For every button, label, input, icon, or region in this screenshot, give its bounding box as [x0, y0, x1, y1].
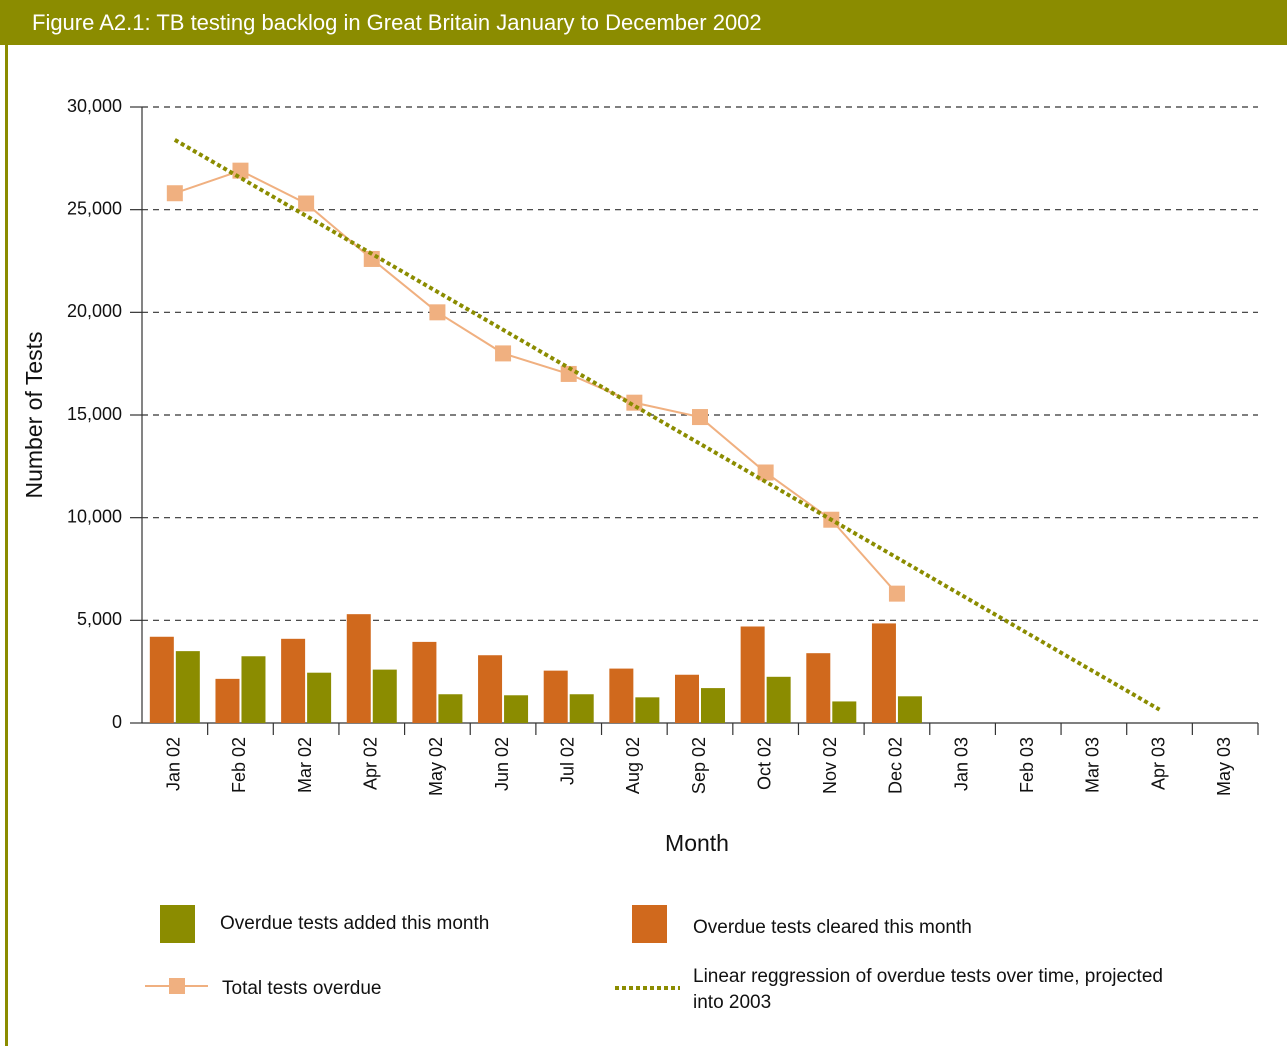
y-tick-label: 10,000	[67, 506, 122, 526]
x-tick-label: May 02	[426, 737, 446, 796]
line	[174, 169, 898, 595]
y-tick-label: 30,000	[67, 96, 122, 116]
line	[173, 138, 1161, 712]
chart-title: Figure A2.1: TB testing backlog in Great…	[32, 10, 762, 35]
x-tick-label: Aug 02	[623, 737, 643, 794]
bar	[149, 636, 174, 723]
y-tick-label: 20,000	[67, 301, 122, 321]
bar	[806, 653, 831, 723]
bar	[635, 697, 660, 723]
bar	[701, 688, 725, 723]
left-border	[5, 45, 8, 1046]
y-axis-label: Number of Tests	[21, 331, 47, 498]
x-tick-label: May 03	[1214, 737, 1234, 796]
x-tick-label: Mar 03	[1083, 737, 1103, 793]
marker	[298, 195, 315, 212]
bar	[241, 656, 266, 723]
y-tick-label: 5,000	[77, 609, 122, 629]
bar	[372, 669, 397, 723]
bar	[766, 676, 791, 723]
bar	[609, 668, 634, 723]
x-tick-label: Apr 02	[361, 737, 381, 790]
x-tick-label: Dec 02	[886, 737, 906, 794]
y-tick-label: 15,000	[67, 404, 122, 424]
marker	[495, 345, 512, 362]
bar	[871, 623, 896, 723]
bar	[478, 655, 503, 723]
x-axis-label: Month	[665, 830, 729, 856]
legend-label: Linear reggression of overdue tests over…	[693, 966, 1163, 1013]
bar	[832, 701, 857, 723]
legend-swatch	[160, 905, 195, 943]
header-bar	[0, 0, 1287, 45]
x-tick-label: Jan 02	[164, 737, 184, 791]
x-tick-label: Jan 03	[951, 737, 971, 791]
bar	[215, 678, 240, 723]
bar	[307, 672, 332, 723]
x-tick-label: Apr 03	[1148, 737, 1168, 790]
legend-swatch	[632, 905, 667, 943]
bar	[281, 638, 306, 723]
x-tick-label: Mar 02	[295, 737, 315, 793]
bar	[740, 626, 765, 723]
bar	[675, 674, 699, 723]
bar	[438, 694, 463, 723]
bar	[175, 651, 200, 723]
marker	[560, 365, 577, 382]
x-tick-label: Jun 02	[492, 737, 512, 791]
bar	[897, 696, 922, 723]
bar	[504, 695, 529, 723]
y-tick-label: 25,000	[67, 198, 122, 218]
bar	[569, 694, 594, 723]
x-tick-label: Feb 03	[1017, 737, 1037, 793]
legend-label: Total tests overdue	[222, 978, 382, 999]
x-tick-label: Sep 02	[689, 737, 709, 794]
marker	[429, 304, 446, 321]
marker	[692, 409, 708, 426]
x-tick-label: Nov 02	[820, 737, 840, 794]
marker	[888, 585, 905, 602]
legend-label: Overdue tests cleared this month	[693, 917, 972, 938]
marker	[626, 394, 643, 411]
marker	[166, 185, 183, 202]
y-tick-label: 0	[112, 712, 122, 732]
marker	[757, 464, 774, 481]
bar	[543, 670, 568, 723]
x-tick-label: Oct 02	[754, 737, 774, 790]
bar	[346, 614, 371, 723]
bar	[412, 641, 437, 723]
legend-label: Overdue tests added this month	[220, 913, 490, 934]
legend-swatch	[169, 978, 185, 994]
x-tick-label: Jul 02	[557, 737, 577, 785]
x-tick-label: Feb 02	[229, 737, 249, 793]
